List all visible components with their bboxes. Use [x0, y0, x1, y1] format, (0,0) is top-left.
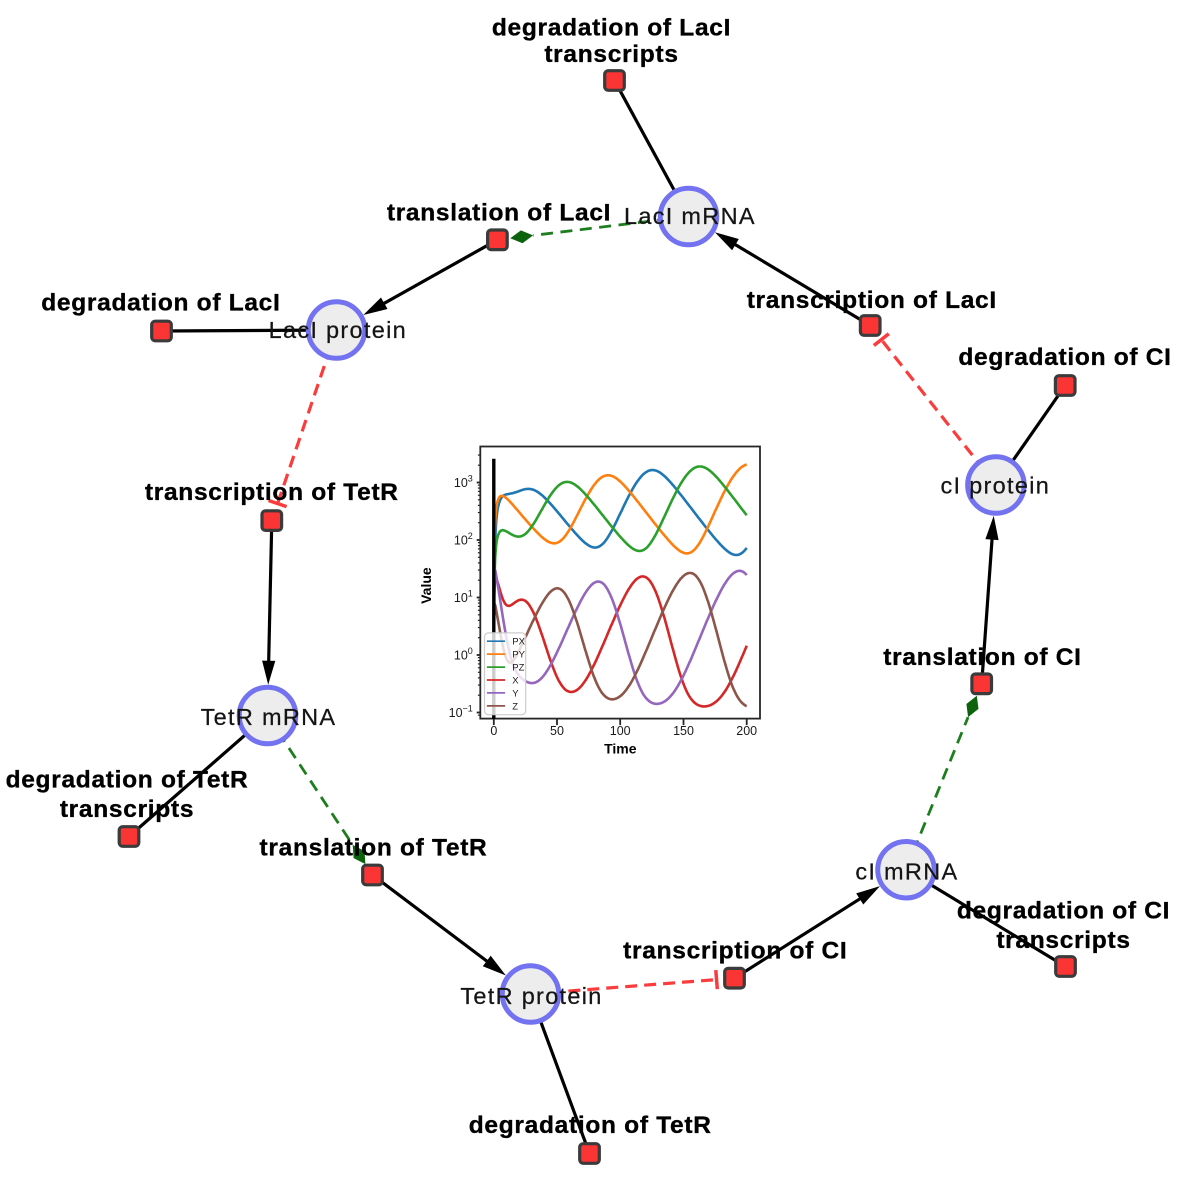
svg-text:transcripts: transcripts	[996, 927, 1130, 954]
svg-text:cI mRNA: cI mRNA	[855, 859, 958, 885]
svg-text:translation of CI: translation of CI	[883, 644, 1081, 671]
svg-text:200: 200	[736, 724, 757, 738]
svg-text:102: 102	[454, 531, 473, 548]
svg-text:transcripts: transcripts	[60, 796, 194, 823]
svg-text:Value: Value	[418, 567, 434, 604]
svg-text:translation of LacI: translation of LacI	[387, 200, 611, 227]
svg-text:TetR mRNA: TetR mRNA	[201, 704, 337, 730]
svg-text:Z: Z	[512, 701, 518, 712]
svg-text:Time: Time	[604, 741, 637, 757]
svg-text:cI protein: cI protein	[940, 473, 1050, 499]
svg-text:transcripts: transcripts	[544, 41, 678, 68]
svg-text:PZ: PZ	[512, 663, 524, 674]
svg-text:degradation of TetR: degradation of TetR	[6, 767, 249, 794]
svg-text:TetR protein: TetR protein	[460, 983, 602, 1009]
svg-text:transcription of LacI: transcription of LacI	[747, 287, 997, 314]
svg-text:PY: PY	[512, 650, 525, 661]
svg-text:103: 103	[454, 474, 473, 491]
svg-text:150: 150	[673, 724, 694, 738]
svg-text:degradation of CI: degradation of CI	[958, 344, 1171, 371]
svg-text:100: 100	[610, 724, 631, 738]
svg-text:50: 50	[550, 724, 564, 738]
svg-text:101: 101	[454, 589, 473, 606]
svg-text:10−1: 10−1	[449, 704, 473, 721]
svg-text:PX: PX	[512, 637, 525, 648]
svg-text:degradation of LacI: degradation of LacI	[492, 14, 731, 41]
svg-text:transcription of TetR: transcription of TetR	[145, 479, 399, 506]
svg-text:degradation of TetR: degradation of TetR	[469, 1112, 712, 1139]
svg-text:Y: Y	[512, 688, 519, 699]
svg-text:degradation of LacI: degradation of LacI	[41, 290, 280, 317]
svg-text:transcription of CI: transcription of CI	[623, 938, 847, 965]
svg-text:translation of TetR: translation of TetR	[260, 834, 488, 861]
svg-text:0: 0	[490, 724, 497, 738]
svg-text:degradation of CI: degradation of CI	[957, 898, 1170, 925]
svg-text:100: 100	[454, 646, 473, 663]
svg-text:LacI protein: LacI protein	[269, 317, 407, 343]
svg-text:LacI mRNA: LacI mRNA	[624, 203, 756, 229]
svg-text:X: X	[512, 676, 519, 687]
